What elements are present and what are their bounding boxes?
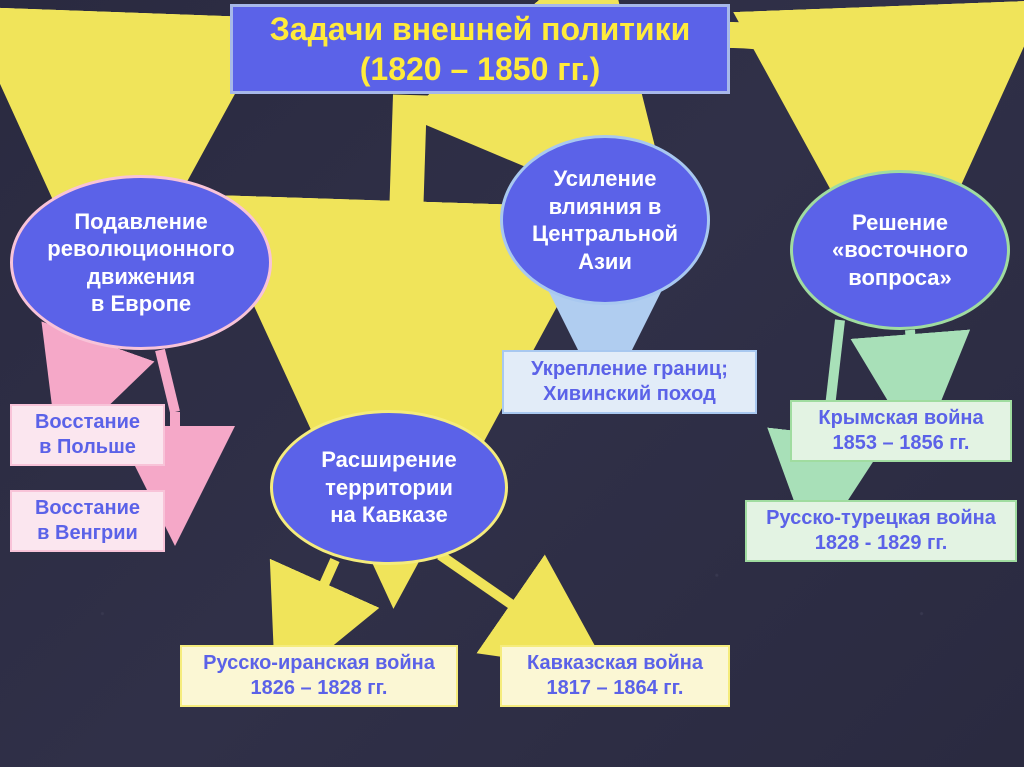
ellipse-europe: Подавление революционного движенияв Евро… — [10, 175, 272, 350]
rect-kavkaz: Кавказская война1817 – 1864 гг. — [500, 645, 730, 707]
ellipse-asia: Усиление влияния в Центральной Азии — [500, 135, 710, 305]
title-box: Задачи внешней политики (1820 – 1850 гг.… — [230, 4, 730, 94]
ellipse-caucasus: Расширение территориина Кавказе — [270, 410, 508, 565]
rect-crimea: Крымская война1853 – 1856 гг. — [790, 400, 1012, 462]
rect-poland: Восстаниев Польше — [10, 404, 165, 466]
ellipse-eastern: Решение «восточного вопроса» — [790, 170, 1010, 330]
rect-borders: Укрепление границ;Хивинский поход — [502, 350, 757, 414]
rect-hungary: Восстаниев Венгрии — [10, 490, 165, 552]
rect-turkey: Русско-турецкая война1828 - 1829 гг. — [745, 500, 1017, 562]
rect-iran: Русско-иранская война1826 – 1828 гг. — [180, 645, 458, 707]
